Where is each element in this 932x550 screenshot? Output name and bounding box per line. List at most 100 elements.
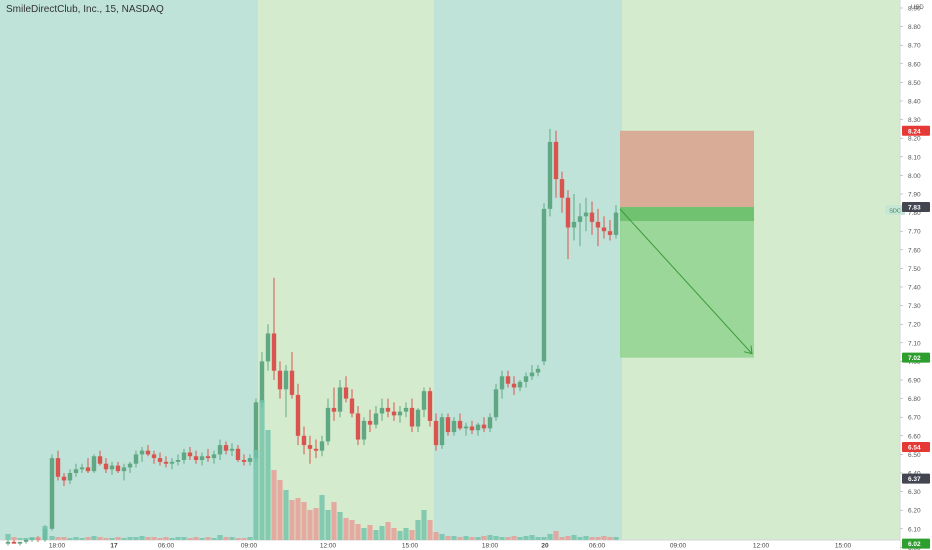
candle-body[interactable]: [265, 333, 271, 362]
candle-body[interactable]: [487, 417, 493, 429]
candle-body[interactable]: [493, 389, 499, 418]
candle-body[interactable]: [103, 463, 109, 470]
candle-body[interactable]: [409, 407, 415, 427]
candle-body[interactable]: [583, 212, 589, 217]
candle-body[interactable]: [193, 456, 199, 460]
candle-body[interactable]: [361, 420, 367, 440]
candle-body[interactable]: [127, 463, 133, 468]
candle-body[interactable]: [367, 420, 373, 425]
candle-body[interactable]: [259, 361, 265, 403]
candle-body[interactable]: [229, 448, 235, 451]
candle-body[interactable]: [607, 231, 613, 235]
candle-body[interactable]: [223, 445, 229, 451]
candle-body[interactable]: [283, 370, 289, 390]
candle-body[interactable]: [355, 413, 361, 440]
candle-body[interactable]: [11, 541, 17, 544]
candle-body[interactable]: [157, 458, 163, 462]
candle-body[interactable]: [505, 376, 511, 384]
candle-body[interactable]: [535, 368, 541, 373]
candle-body[interactable]: [247, 458, 253, 462]
candle-body[interactable]: [241, 459, 247, 462]
candle-body[interactable]: [205, 456, 211, 459]
candle-body[interactable]: [589, 212, 595, 222]
candle-body[interactable]: [517, 381, 523, 388]
candle-body[interactable]: [379, 407, 385, 414]
candle-body[interactable]: [595, 221, 601, 228]
candle-body[interactable]: [439, 417, 445, 446]
stop-loss-zone[interactable]: [620, 130, 754, 208]
candle-body[interactable]: [55, 458, 61, 477]
candle-body[interactable]: [301, 435, 307, 446]
candle-body[interactable]: [601, 227, 607, 232]
candle-body[interactable]: [181, 452, 187, 460]
candle-body[interactable]: [85, 467, 91, 472]
candle-body[interactable]: [5, 541, 11, 544]
candle-body[interactable]: [541, 208, 547, 362]
candle-body[interactable]: [337, 387, 343, 412]
candle-body[interactable]: [253, 402, 259, 459]
candle-body[interactable]: [139, 450, 145, 455]
candle-body[interactable]: [331, 407, 337, 412]
candle-body[interactable]: [613, 212, 619, 235]
candle-body[interactable]: [373, 413, 379, 425]
price-axis[interactable]: [900, 0, 932, 550]
candle-body[interactable]: [565, 197, 571, 228]
candle-body[interactable]: [463, 426, 469, 429]
candle-body[interactable]: [391, 411, 397, 416]
candle-body[interactable]: [175, 459, 181, 462]
candle-body[interactable]: [559, 179, 565, 198]
candle-body[interactable]: [97, 456, 103, 464]
candle-body[interactable]: [385, 407, 391, 412]
candle-body[interactable]: [151, 454, 157, 459]
candle-body[interactable]: [289, 370, 295, 395]
candle-body[interactable]: [529, 372, 535, 377]
candle-body[interactable]: [313, 448, 319, 451]
candle-body[interactable]: [457, 420, 463, 429]
candle-body[interactable]: [277, 370, 283, 390]
candle-body[interactable]: [67, 473, 73, 481]
candle-body[interactable]: [499, 376, 505, 390]
candle-body[interactable]: [415, 409, 421, 427]
candle-body[interactable]: [319, 441, 325, 451]
candle-body[interactable]: [547, 141, 553, 209]
candle-body[interactable]: [571, 221, 577, 228]
candle-body[interactable]: [403, 407, 409, 412]
candle-body[interactable]: [199, 456, 205, 460]
candle-body[interactable]: [307, 445, 313, 449]
candle-body[interactable]: [73, 469, 79, 473]
candle-body[interactable]: [49, 458, 55, 529]
candle-body[interactable]: [433, 420, 439, 446]
candle-body[interactable]: [475, 424, 481, 431]
candle-body[interactable]: [481, 424, 487, 429]
candle-body[interactable]: [121, 467, 127, 472]
candle-body[interactable]: [349, 398, 355, 414]
candle-body[interactable]: [133, 454, 139, 464]
candle-body[interactable]: [235, 448, 241, 460]
candle-body[interactable]: [523, 376, 529, 382]
candle-body[interactable]: [469, 426, 475, 431]
candle-body[interactable]: [145, 450, 151, 455]
candle-body[interactable]: [421, 391, 427, 410]
candle-body[interactable]: [109, 465, 115, 470]
candle-body[interactable]: [163, 461, 169, 464]
candle-body[interactable]: [511, 383, 517, 388]
candle-body[interactable]: [397, 411, 403, 416]
candle-body[interactable]: [79, 467, 85, 470]
candle-body[interactable]: [61, 476, 67, 481]
candle-body[interactable]: [271, 333, 277, 371]
candle-body[interactable]: [325, 407, 331, 442]
candle-body[interactable]: [115, 465, 121, 472]
candle-body[interactable]: [23, 539, 29, 542]
candle-body[interactable]: [577, 216, 583, 222]
candle-body[interactable]: [91, 456, 97, 472]
candle-body[interactable]: [427, 391, 433, 421]
candle-body[interactable]: [451, 420, 457, 433]
candle-body[interactable]: [343, 387, 349, 399]
candle-body[interactable]: [295, 394, 301, 436]
candle-body[interactable]: [217, 445, 223, 455]
candle-body[interactable]: [169, 461, 175, 464]
candle-body[interactable]: [553, 141, 559, 180]
candle-body[interactable]: [211, 454, 217, 459]
